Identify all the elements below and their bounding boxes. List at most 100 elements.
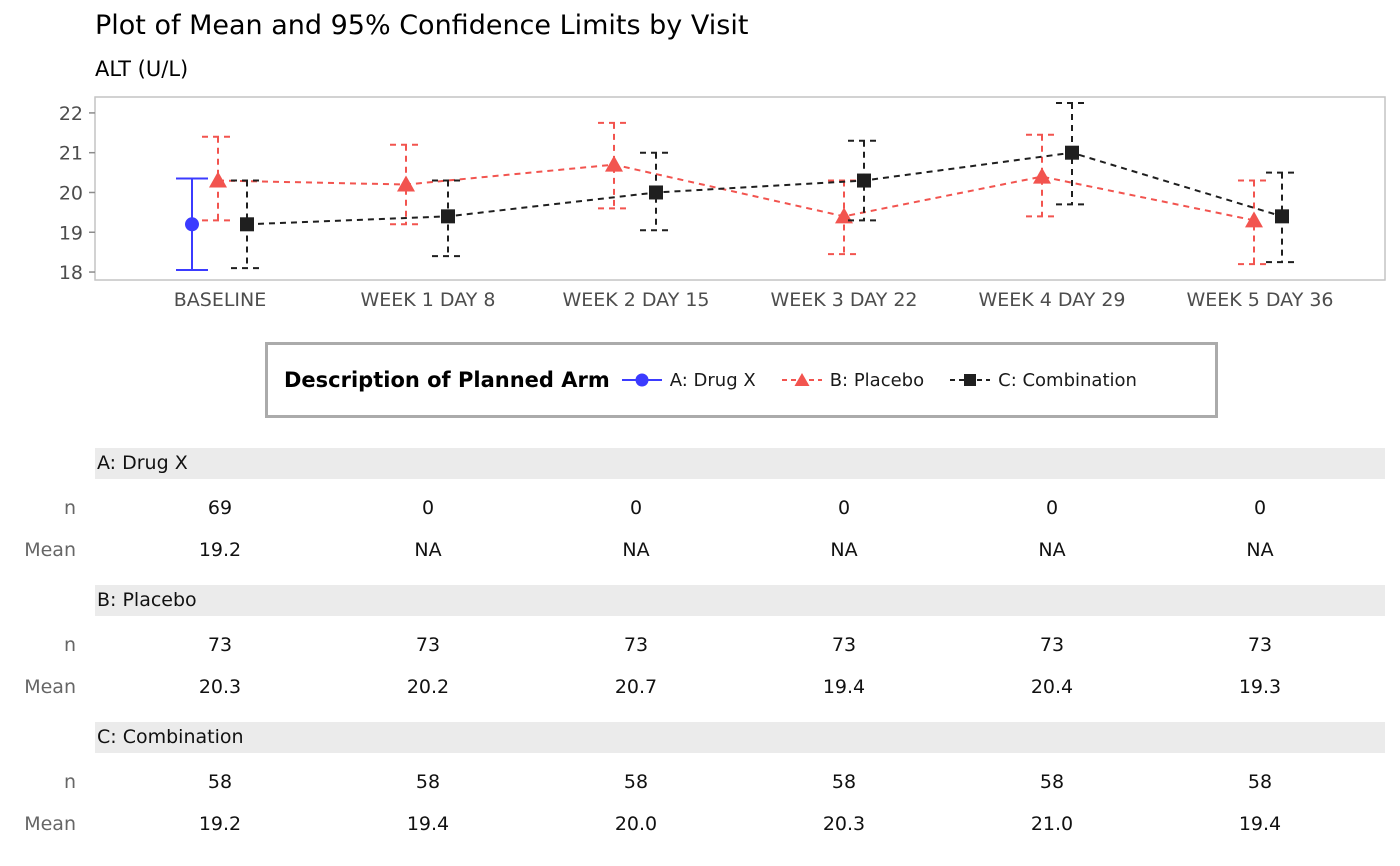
table-cell: 20.4 [1030, 676, 1074, 698]
table-cell: 20.7 [614, 676, 658, 698]
series-line [217, 163, 1255, 222]
row-stat-label: Mean [24, 539, 76, 561]
row-values: 69 0 0 0 0 0 [116, 497, 1364, 519]
table-cell: 0 [629, 497, 643, 519]
table-section: A: Drug X n 69 0 0 0 0 0 Mean 19.2 NA NA NA NA NA [0, 448, 1400, 571]
x-tick-label: WEEK 1 DAY 8 [361, 289, 496, 311]
x-tick-label: WEEK 5 DAY 36 [1186, 289, 1333, 311]
table-cell: 58 [1039, 771, 1065, 793]
square-marker-icon [240, 217, 254, 232]
legend-item: B: Placebo [780, 370, 924, 391]
table-row-mean: Mean 19.2 19.4 20.0 20.3 21.0 19.4 [0, 803, 1400, 845]
legend-item: A: Drug X [620, 370, 756, 391]
table-cell: NA [1246, 539, 1274, 561]
plot-panel-border [94, 96, 1386, 281]
legend-circle-marker-icon [621, 373, 662, 387]
circle-marker-icon [185, 217, 199, 232]
table-cell: 19.3 [1238, 676, 1282, 698]
table-cell: 20.2 [406, 676, 450, 698]
x-tick-label: BASELINE [174, 289, 267, 311]
triangle-marker-icon [1033, 167, 1051, 184]
table-cell: 58 [207, 771, 233, 793]
legend-item-label: A: Drug X [669, 369, 756, 391]
table-cell: 20.0 [614, 813, 658, 835]
row-values: 73 73 73 73 73 73 [116, 634, 1364, 656]
triangle-marker-icon [605, 155, 623, 172]
square-marker-icon [1275, 209, 1289, 224]
table-cell: 58 [623, 771, 649, 793]
table-row-n: n 58 58 58 58 58 58 [0, 761, 1400, 803]
table-cell: NA [830, 539, 858, 561]
legend-item-label: C: Combination [998, 369, 1137, 391]
series-line [246, 151, 1283, 226]
table-cell: 58 [415, 771, 441, 793]
y-tick-label: 22 [59, 103, 83, 125]
table-section-header: B: Placebo [95, 585, 1385, 616]
y-tick-label: 19 [59, 222, 83, 244]
table-cell: 73 [831, 634, 857, 656]
row-stat-label: n [63, 771, 76, 793]
table-cell: 19.4 [822, 676, 866, 698]
table-cell: 0 [1045, 497, 1059, 519]
x-tick-label: WEEK 2 DAY 15 [562, 289, 709, 311]
table-cell: 73 [1247, 634, 1273, 656]
square-marker-icon [857, 173, 871, 188]
row-stat-label: Mean [24, 676, 76, 698]
legend-box: Description of Planned Arm A: Drug X B: P… [265, 342, 1218, 418]
table-cell: 19.4 [1238, 813, 1282, 835]
table-cell: 19.2 [198, 813, 242, 835]
row-values: 58 58 58 58 58 58 [116, 771, 1364, 793]
table-cell: 69 [207, 497, 233, 519]
legend-title: Description of Planned Arm [284, 368, 610, 392]
triangle-marker-icon [209, 171, 227, 188]
table-section: C: Combination n 58 58 58 58 58 58 Mean 19.2 19.4 2… [0, 722, 1400, 845]
y-tick-label: 20 [59, 182, 83, 204]
table-cell: 0 [421, 497, 435, 519]
table-cell: 58 [831, 771, 857, 793]
chart-title: Plot of Mean and 95% Confidence Limits b… [95, 10, 749, 41]
table-section-header: A: Drug X [95, 448, 1385, 479]
table-cell: NA [1038, 539, 1066, 561]
legend-items: A: Drug X B: Placebo C: Combination [620, 370, 1137, 391]
table-row-n: n 69 0 0 0 0 0 [0, 487, 1400, 529]
table-cell: 73 [623, 634, 649, 656]
summary-table: A: Drug X n 69 0 0 0 0 0 Mean 19.2 NA NA NA NA NA B: Pl… [0, 448, 1400, 859]
row-stat-label: n [63, 634, 76, 656]
table-cell: NA [622, 539, 650, 561]
y-tick-label: 18 [59, 262, 83, 284]
triangle-marker-icon [1245, 211, 1263, 228]
table-cell: 21.0 [1030, 813, 1074, 835]
table-cell: 73 [1039, 634, 1065, 656]
table-cell: NA [414, 539, 442, 561]
legend-item-label: B: Placebo [829, 369, 925, 391]
table-cell: 73 [207, 634, 233, 656]
x-tick-label: WEEK 3 DAY 22 [770, 289, 917, 311]
legend-square-marker-icon [950, 374, 991, 386]
legend-item: C: Combination [948, 370, 1137, 391]
square-marker-icon [441, 209, 455, 224]
table-cell: 58 [1247, 771, 1273, 793]
table-cell: 0 [837, 497, 851, 519]
table-cell: 73 [415, 634, 441, 656]
row-values: 19.2 19.4 20.0 20.3 21.0 19.4 [116, 813, 1364, 835]
square-marker-icon [649, 185, 663, 200]
legend-triangle-marker-icon [781, 373, 822, 386]
row-values: 20.3 20.2 20.7 19.4 20.4 19.3 [116, 676, 1364, 698]
ci-plot: 18 19 20 21 22 BASELINE WEEK 1 DAY 8 WEEK 2 DAY… [59, 96, 1386, 311]
table-row-n: n 73 73 73 73 73 73 [0, 624, 1400, 666]
row-stat-label: n [63, 497, 76, 519]
chart-y-axis-title: ALT (U/L) [95, 57, 189, 81]
square-marker-icon [1065, 145, 1079, 160]
row-values: 19.2 NA NA NA NA NA [116, 539, 1364, 561]
table-section-header: C: Combination [95, 722, 1385, 753]
table-cell: 19.2 [198, 539, 242, 561]
table-section: B: Placebo n 73 73 73 73 73 73 Mean 20.3 20.2 20.7 1… [0, 585, 1400, 708]
row-stat-label: Mean [24, 813, 76, 835]
table-cell: 20.3 [198, 676, 242, 698]
triangle-marker-icon [397, 175, 415, 192]
table-cell: 0 [1253, 497, 1267, 519]
y-tick-label: 21 [59, 143, 83, 165]
table-cell: 19.4 [406, 813, 450, 835]
x-tick-label: WEEK 4 DAY 29 [978, 289, 1125, 311]
